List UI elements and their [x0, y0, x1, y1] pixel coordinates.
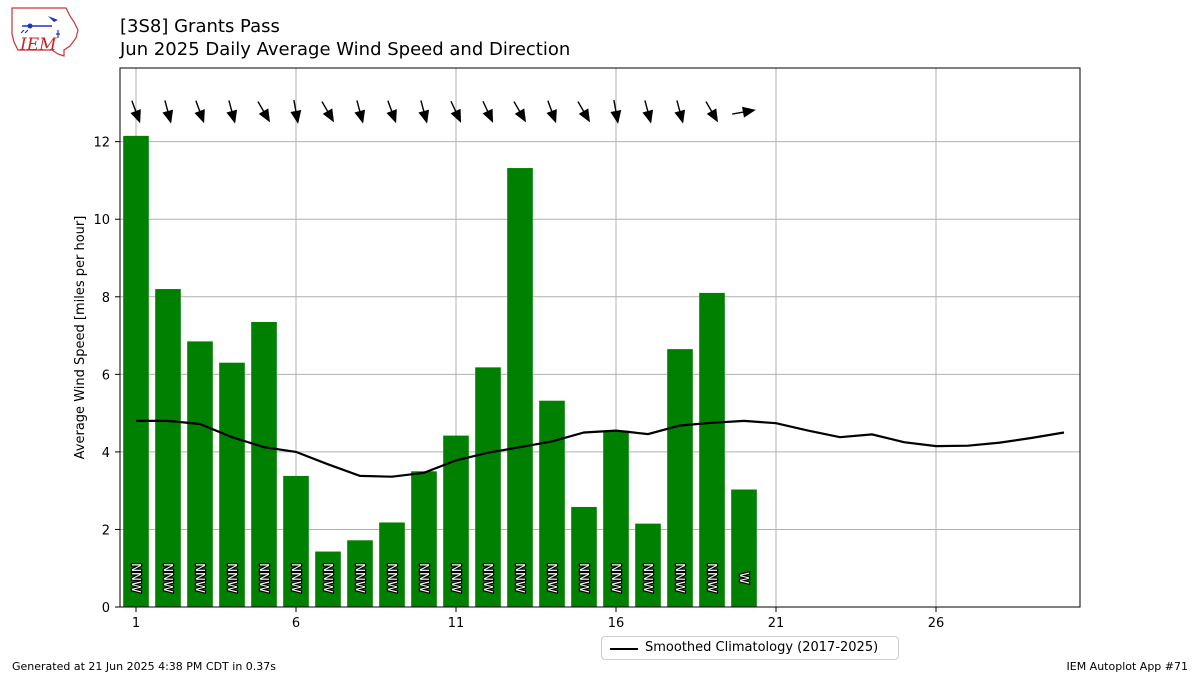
direction-label: NNW: [321, 563, 335, 593]
direction-label: NNW: [225, 563, 239, 593]
speed-bar: [315, 551, 341, 607]
direction-label: NNW: [289, 563, 303, 593]
direction-arrows: [130, 100, 756, 124]
speed-bar: [667, 349, 693, 607]
x-tick-label: 6: [292, 616, 300, 631]
direction-label: NNW: [385, 563, 399, 593]
direction-label: NNW: [449, 563, 463, 593]
legend-line-swatch: [610, 648, 638, 650]
wind-arrow: [674, 100, 686, 124]
direction-label: NNW: [513, 563, 527, 593]
chart-title: [3S8] Grants Pass: [120, 16, 280, 37]
wind-arrow: [162, 100, 174, 124]
wind-speed-bars: [123, 135, 757, 607]
direction-label: NNW: [641, 563, 655, 593]
direction-label: W: [737, 572, 751, 584]
wind-arrow: [354, 100, 366, 124]
logo-text: IEM: [19, 35, 57, 55]
speed-bar: [699, 292, 725, 607]
y-tick-label: 10: [93, 213, 110, 228]
wind-arrow: [450, 100, 462, 123]
y-tick-label: 4: [102, 446, 110, 461]
legend-label: Smoothed Climatology (2017-2025): [645, 640, 879, 655]
wind-arrow: [705, 101, 718, 123]
legend: Smoothed Climatology (2017-2025): [601, 636, 899, 660]
wind-arrow: [321, 101, 334, 123]
direction-label: NNW: [257, 563, 271, 593]
wind-arrow: [226, 100, 238, 124]
direction-label: NNW: [353, 563, 367, 593]
y-axis-label: Average Wind Speed [miles per hour]: [73, 216, 88, 460]
chart-subtitle: Jun 2025 Daily Average Wind Speed and Di…: [120, 39, 571, 60]
wind-arrow: [257, 101, 270, 123]
direction-label: NNW: [577, 563, 591, 593]
speed-bar: [603, 430, 629, 607]
direction-label: NNW: [129, 563, 143, 593]
x-tick-label: 16: [608, 616, 625, 631]
app-footer: IEM Autoplot App #71: [1066, 660, 1189, 673]
speed-bar: [187, 341, 213, 607]
speed-bar: [283, 475, 309, 607]
direction-label: NNW: [193, 563, 207, 593]
direction-label: NNW: [673, 563, 687, 593]
speed-bar: [507, 168, 533, 607]
speed-bar: [379, 522, 405, 607]
speed-bar: [347, 540, 373, 607]
speed-bar: [539, 400, 565, 607]
wind-arrow: [732, 106, 756, 118]
speed-bar: [571, 506, 597, 607]
wind-arrow: [290, 100, 302, 124]
grid-lines: [120, 68, 1080, 608]
direction-label: NNW: [609, 563, 623, 593]
y-tick-label: 8: [102, 291, 110, 306]
wind-arrow: [610, 100, 622, 124]
x-tick-label: 26: [928, 616, 945, 631]
x-tick-label: 11: [448, 616, 465, 631]
speed-bar: [123, 135, 149, 607]
direction-label: NNW: [417, 563, 431, 593]
direction-label: NNW: [481, 563, 495, 593]
y-tick-label: 0: [102, 601, 110, 616]
wind-arrow: [194, 100, 205, 124]
wind-arrow: [642, 100, 654, 124]
speed-bar: [155, 289, 181, 607]
speed-bar: [635, 523, 661, 607]
plot-frame: [119, 67, 1081, 608]
x-tick-label: 1: [132, 616, 140, 631]
direction-label: NNW: [705, 563, 719, 593]
speed-bar: [475, 367, 501, 607]
x-tick-label: 21: [768, 616, 785, 631]
direction-label: NNW: [545, 563, 559, 593]
wind-arrow: [418, 100, 430, 124]
speed-bar: [251, 321, 277, 607]
speed-bar: [411, 471, 437, 607]
wind-arrow: [482, 100, 494, 123]
y-tick-label: 2: [102, 523, 110, 538]
wind-arrow: [130, 100, 141, 124]
y-tick-label: 12: [93, 136, 110, 151]
speed-bar: [219, 362, 245, 607]
iem-logo: IEM: [8, 6, 80, 62]
generated-footer: Generated at 21 Jun 2025 4:38 PM CDT in …: [12, 660, 277, 673]
direction-label: NNW: [161, 563, 175, 593]
wind-arrow: [546, 100, 557, 124]
wind-arrow: [577, 101, 590, 123]
wind-arrow: [513, 101, 526, 123]
direction-labels: NNW NNW NNW NNW NNW NNW NNW NNW NNW NNW NNW NNW NNW N…: [128, 562, 752, 594]
wind-arrow: [386, 100, 397, 124]
climatology-line: [136, 419, 1065, 478]
y-tick-label: 6: [102, 368, 110, 383]
speed-bar: [731, 489, 757, 607]
